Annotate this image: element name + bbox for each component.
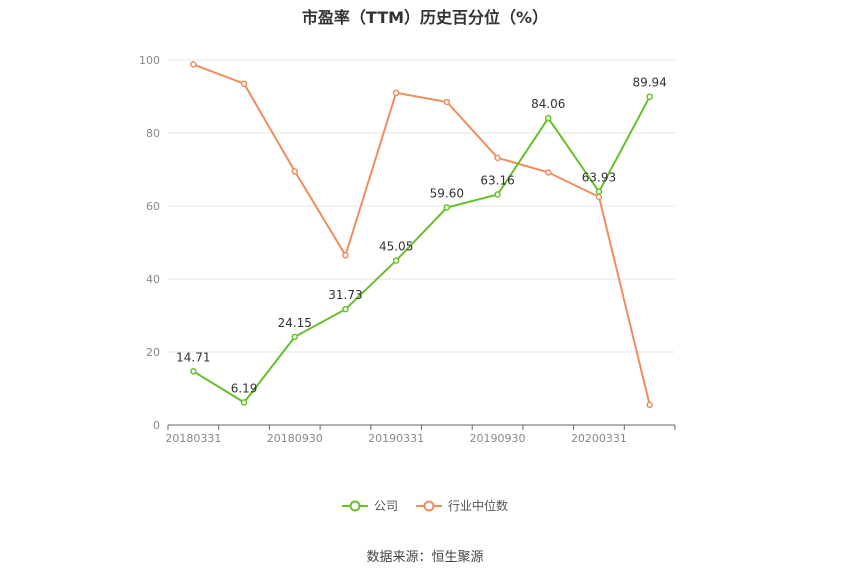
series-points <box>190 61 653 409</box>
data-label: 84.06 <box>531 97 565 111</box>
legend-item-company[interactable]: 公司 <box>341 497 398 514</box>
legend-industry-dot <box>423 500 435 511</box>
y-tick-label: 80 <box>146 127 160 140</box>
x-tick-label: 20180930 <box>267 432 323 445</box>
data-point <box>545 114 552 122</box>
legend-item-industry[interactable]: 行业中位数 <box>416 497 508 514</box>
data-point <box>240 80 248 87</box>
x-tick-label: 20190331 <box>368 432 424 445</box>
data-point <box>443 98 451 106</box>
series-line-company <box>192 96 651 404</box>
data-point <box>342 252 349 259</box>
y-tick-label: 60 <box>146 200 160 213</box>
data-labels: 14.71 6.19 24.15 31.73 45.05 59.60 63.16 84.06 6… <box>176 76 667 396</box>
data-point <box>443 204 451 211</box>
legend-company-label: 公司 <box>373 499 398 513</box>
data-label: 89.94 <box>632 76 666 90</box>
data-point <box>494 154 501 162</box>
chart-title: 市盈率（TTM）历史百分位（%） <box>301 8 549 27</box>
legend-company-dot <box>349 500 361 511</box>
y-tick-label: 0 <box>153 419 160 432</box>
data-point <box>342 305 349 313</box>
y-tick-label: 20 <box>146 346 160 359</box>
x-tick-label: 20190930 <box>470 432 526 445</box>
data-point <box>240 399 248 406</box>
source-note: 数据来源：恒生聚源 <box>366 550 484 565</box>
data-point <box>392 257 400 264</box>
grid-lines <box>168 59 675 353</box>
legend: 公司 行业中位数 <box>0 497 850 514</box>
data-label: 63.16 <box>480 173 514 187</box>
x-tick-label: 20180331 <box>165 432 221 445</box>
y-tick-label: 40 <box>146 273 160 286</box>
x-tick-label: 20200331 <box>571 432 627 445</box>
legend-company-marker-icon <box>341 500 368 511</box>
legend-industry-marker-icon <box>416 500 442 511</box>
data-label: 24.15 <box>278 316 312 330</box>
data-point <box>646 93 653 100</box>
data-point <box>291 333 298 341</box>
data-point <box>291 168 298 175</box>
data-point <box>595 193 603 201</box>
data-label: 6.19 <box>231 381 258 395</box>
data-label: 59.60 <box>430 186 464 200</box>
data-point <box>545 169 552 176</box>
data-label: 31.73 <box>328 288 362 302</box>
data-point <box>595 188 603 195</box>
series-lines <box>192 63 651 406</box>
data-point <box>646 401 653 409</box>
legend-industry-label: 行业中位数 <box>448 499 509 513</box>
data-point <box>392 89 400 97</box>
data-label: 45.05 <box>379 240 413 254</box>
series-line-industry <box>192 63 651 406</box>
data-point <box>494 191 501 198</box>
data-point <box>190 61 197 68</box>
data-label: 63.93 <box>582 171 616 185</box>
x-axis: 20180331 20180930 20190331 20190930 20200331 <box>165 424 676 445</box>
data-point <box>190 368 197 375</box>
y-tick-label: 100 <box>139 54 160 67</box>
y-axis-ticks: 0 20 40 60 80 100 <box>139 54 160 432</box>
data-label: 14.71 <box>176 350 210 364</box>
